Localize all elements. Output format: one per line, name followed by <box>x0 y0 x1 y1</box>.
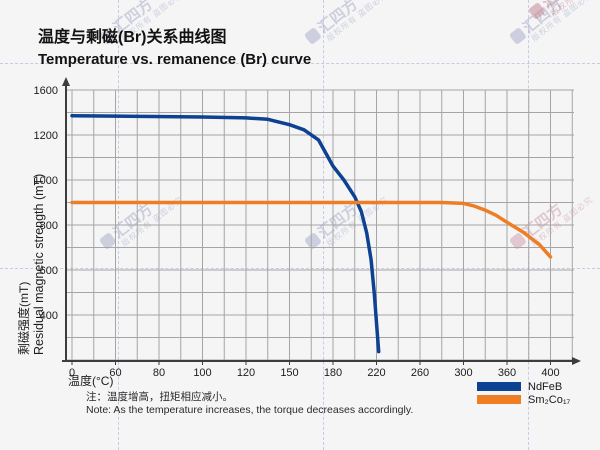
svg-text:80: 80 <box>153 367 165 379</box>
y-axis-title-en: Residual magnetic strength (mT) <box>32 173 46 355</box>
svg-text:260: 260 <box>411 367 429 379</box>
svg-text:100: 100 <box>193 367 211 379</box>
svg-text:400: 400 <box>541 367 559 379</box>
svg-text:0: 0 <box>69 367 75 379</box>
svg-text:800: 800 <box>40 220 58 232</box>
svg-text:360: 360 <box>498 367 516 379</box>
x-axis-title: 温度(°C) <box>68 374 114 388</box>
svg-text:300: 300 <box>454 367 472 379</box>
legend-swatch-sm2co17 <box>477 395 521 404</box>
svg-text:1200: 1200 <box>34 130 58 142</box>
watermark-dashed-line <box>0 268 600 269</box>
svg-text:150: 150 <box>280 367 298 379</box>
watermark-dashed-line <box>0 63 600 64</box>
legend-swatch-ndfeb <box>477 382 521 391</box>
svg-text:600: 600 <box>40 265 58 277</box>
series-line-1 <box>70 200 553 259</box>
svg-text:400: 400 <box>40 310 58 322</box>
y-axis-title-zh: 剩磁强度(mT) <box>17 281 31 355</box>
legend-label-sm2co17: Sm₂Co₁₇ <box>528 393 571 406</box>
footnote-en: Note: As the temperature increases, the … <box>86 404 414 416</box>
y-axis-title: 剩磁强度(mT) Residual magnetic strength (mT) <box>17 174 47 355</box>
svg-text:220: 220 <box>367 367 385 379</box>
chart-title-en: Temperature vs. remanence (Br) curve <box>38 51 312 68</box>
series-line-0 <box>70 113 381 354</box>
page-title: 温度与剩磁(Br)关系曲线图 Temperature vs. remanence… <box>38 27 311 71</box>
svg-text:120: 120 <box>237 367 255 379</box>
legend-item-ndfeb: NdFeB <box>477 380 570 393</box>
legend-item-sm2co17: Sm₂Co₁₇ <box>477 393 571 406</box>
footnote-zh: 注：温度增高，扭矩相应减小。 <box>86 391 233 403</box>
svg-text:1600: 1600 <box>34 85 58 97</box>
svg-text:180: 180 <box>324 367 342 379</box>
footnote: 注：温度增高，扭矩相应减小。 Note: As the temperature … <box>86 391 413 417</box>
svg-text:60: 60 <box>109 367 121 379</box>
chart-title-zh: 温度与剩磁(Br)关系曲线图 <box>38 29 227 46</box>
chart-legend: NdFeB Sm₂Co₁₇ <box>477 381 570 407</box>
legend-label-ndfeb: NdFeB <box>528 380 563 393</box>
svg-text:1000: 1000 <box>34 175 58 187</box>
